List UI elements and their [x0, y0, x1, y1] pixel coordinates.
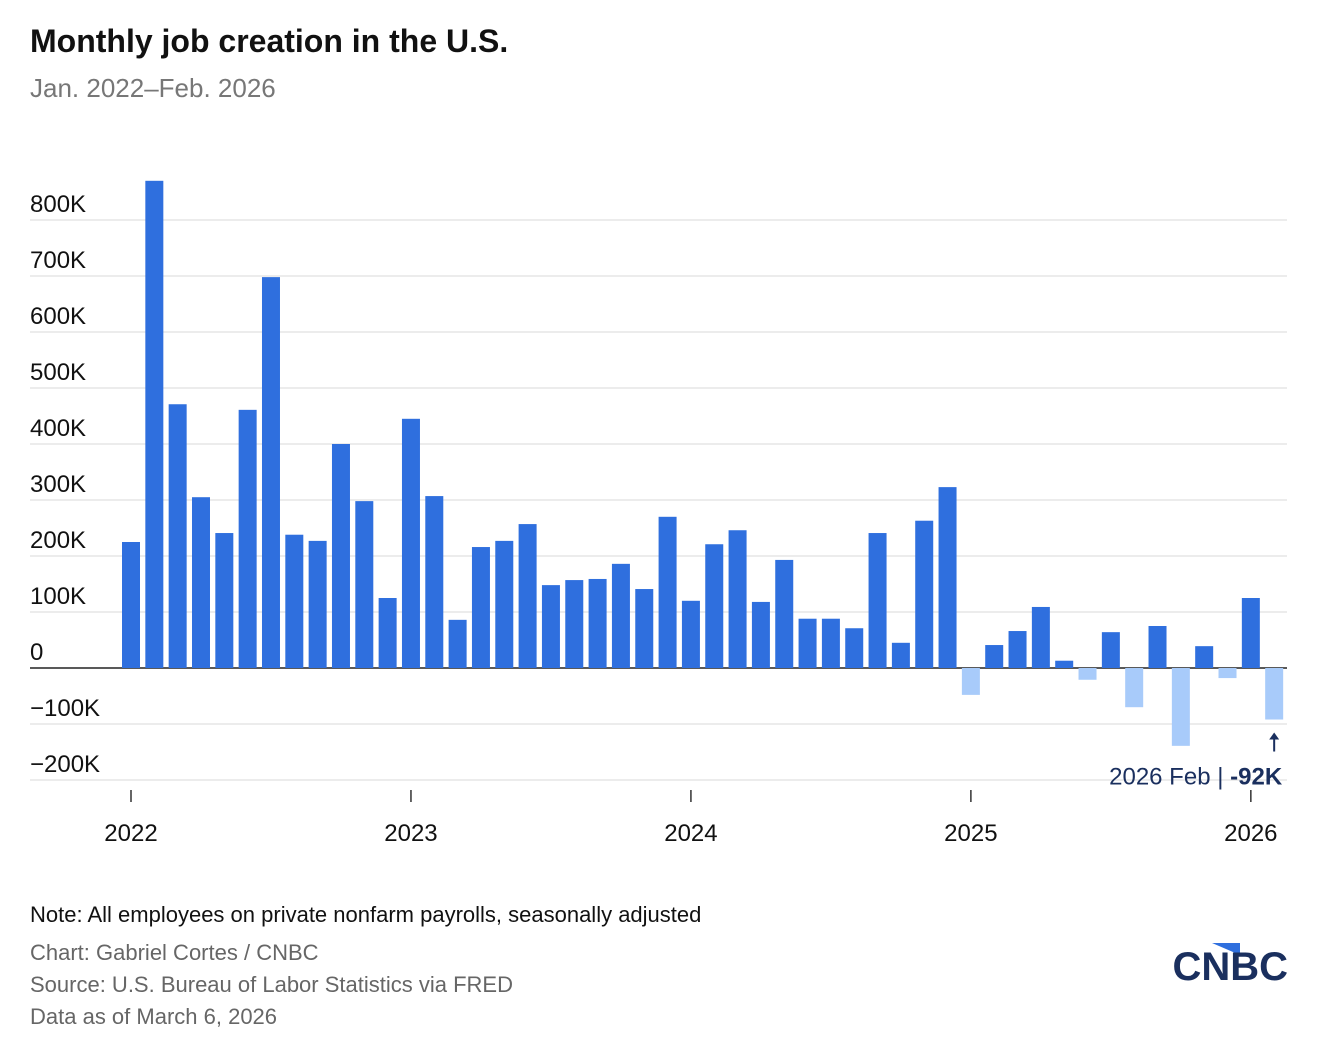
- bar: [1265, 668, 1284, 720]
- bar: [401, 418, 420, 668]
- bar: [705, 544, 724, 668]
- annotation-text: 2026 Feb |: [1109, 764, 1223, 791]
- y-tick-label: 200K: [30, 527, 86, 554]
- bar: [751, 601, 770, 668]
- bar: [448, 619, 467, 668]
- bar: [191, 497, 210, 668]
- y-tick-label: 800K: [30, 191, 86, 218]
- bar: [355, 501, 374, 668]
- bar: [1055, 660, 1074, 668]
- bar: [308, 540, 327, 668]
- y-tick-label: 100K: [30, 583, 86, 610]
- credit: Chart: Gabriel Cortes / CNBC: [30, 940, 319, 965]
- y-tick-label: 700K: [30, 247, 86, 274]
- y-tick-label: 400K: [30, 415, 86, 442]
- bar: [961, 668, 980, 695]
- logo-mark: [1212, 943, 1240, 955]
- x-tick-label: 2025: [944, 820, 997, 847]
- bar: [728, 530, 747, 668]
- y-tick-label: −100K: [30, 695, 100, 722]
- bar: [891, 642, 910, 668]
- bar: [122, 542, 140, 668]
- bar: [821, 618, 840, 668]
- x-tick-label: 2022: [104, 820, 157, 847]
- x-tick-label: 2023: [384, 820, 437, 847]
- note: Note: All employees on private nonfarm p…: [30, 902, 701, 927]
- annotation: 2026 Feb | -92K: [1109, 764, 1283, 791]
- bar: [1148, 626, 1167, 668]
- y-tick-label: 600K: [30, 303, 86, 330]
- x-tick-label: 2024: [664, 820, 717, 847]
- bar: [471, 547, 490, 668]
- y-tick-label: 300K: [30, 471, 86, 498]
- bar: [658, 516, 677, 668]
- annotation-arrowhead: [1269, 732, 1280, 740]
- y-tick-label: −200K: [30, 751, 100, 778]
- chart-title: Monthly job creation in the U.S.: [30, 23, 508, 59]
- bar: [1125, 668, 1144, 708]
- bar: [261, 277, 280, 668]
- date-note: Data as of March 6, 2026: [30, 1004, 277, 1029]
- bar: [681, 600, 700, 668]
- bar: [378, 598, 397, 668]
- chart-subtitle: Jan. 2022–Feb. 2026: [30, 73, 276, 103]
- bar: [331, 444, 350, 668]
- value-label: -92K: [1230, 764, 1283, 791]
- bar: [1008, 631, 1027, 668]
- y-tick-label: 0: [30, 639, 43, 666]
- x-tick-label: 2026: [1224, 820, 1277, 847]
- bar: [425, 496, 444, 668]
- bar: [985, 645, 1004, 668]
- bar: [1218, 668, 1237, 679]
- bar: [1241, 598, 1260, 668]
- bar: [145, 180, 164, 669]
- bar: [798, 618, 817, 668]
- bar: [541, 585, 560, 668]
- bar: [1195, 646, 1214, 668]
- bar: [518, 524, 537, 668]
- bar: [1171, 668, 1190, 746]
- bar: [588, 578, 607, 668]
- bar: [565, 580, 584, 668]
- bar: [635, 589, 654, 668]
- bar: [611, 563, 630, 668]
- source: Source: U.S. Bureau of Labor Statistics …: [30, 972, 513, 997]
- bar: [238, 409, 257, 668]
- bar: [285, 534, 304, 668]
- bar: [775, 559, 794, 668]
- y-tick-label: 500K: [30, 359, 86, 386]
- bar: [938, 487, 957, 668]
- logo: CNBC: [1172, 945, 1288, 989]
- bar: [1031, 606, 1050, 668]
- bar: [915, 520, 934, 668]
- bar: [168, 404, 187, 668]
- bar: [495, 540, 514, 668]
- bar: [1101, 632, 1120, 668]
- bar: [1078, 668, 1097, 680]
- bar: [868, 533, 887, 668]
- bar: [215, 533, 234, 668]
- bar: [845, 628, 864, 668]
